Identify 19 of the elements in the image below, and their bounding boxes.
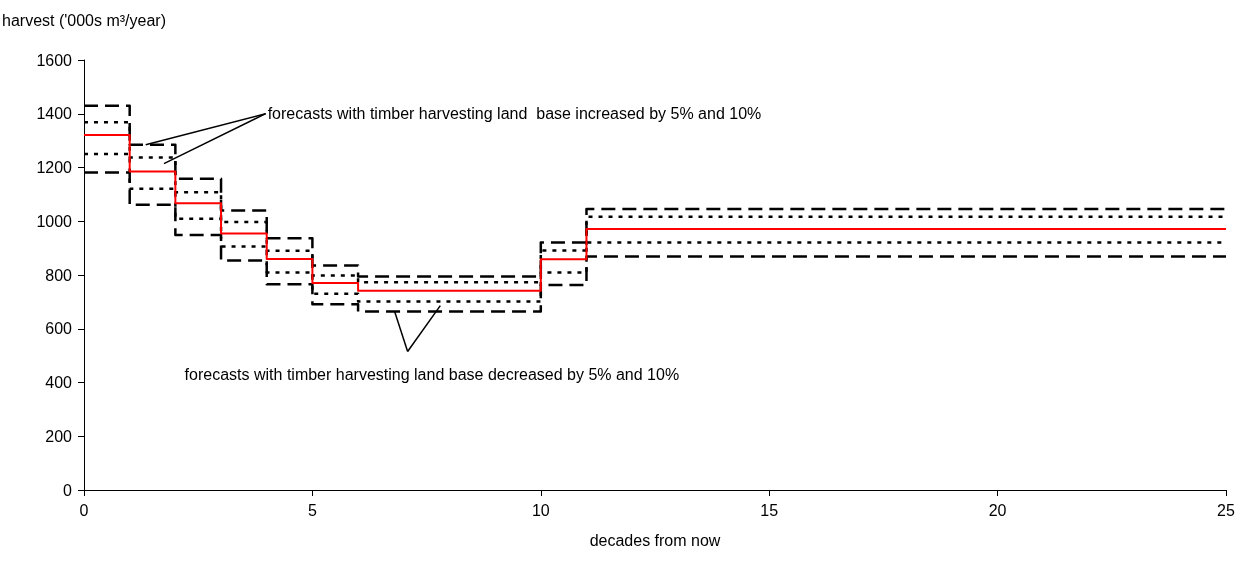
x-tick-label: 5 <box>307 501 317 519</box>
x-tick-label: 25 <box>1217 501 1235 519</box>
x-axis-title: decades from now <box>589 531 721 549</box>
annotation: forecasts with timber harvesting land base increased by 5% and 10% <box>267 105 762 123</box>
x-tick-label: 20 <box>988 501 1007 519</box>
x-tick-label: 0 <box>79 501 89 519</box>
y-tick-label: 1400 <box>36 105 73 123</box>
y-tick-label: 0 <box>63 481 73 499</box>
x-tick-label: 15 <box>760 501 779 519</box>
y-tick-label: 200 <box>45 427 73 445</box>
x-tick-label: 10 <box>531 501 550 519</box>
y-tick-label: 800 <box>45 266 73 284</box>
y-axis-title: harvest ('000s m³/year) <box>2 11 166 29</box>
y-tick-label: 1000 <box>36 212 73 230</box>
y-tick-label: 400 <box>45 374 73 391</box>
annotation: forecasts with timber harvesting land base decreased by 5% and 10% <box>184 366 680 384</box>
y-tick-label: 1600 <box>36 51 73 69</box>
y-tick-label: 1200 <box>36 159 73 176</box>
y-tick-label: 600 <box>45 320 73 338</box>
